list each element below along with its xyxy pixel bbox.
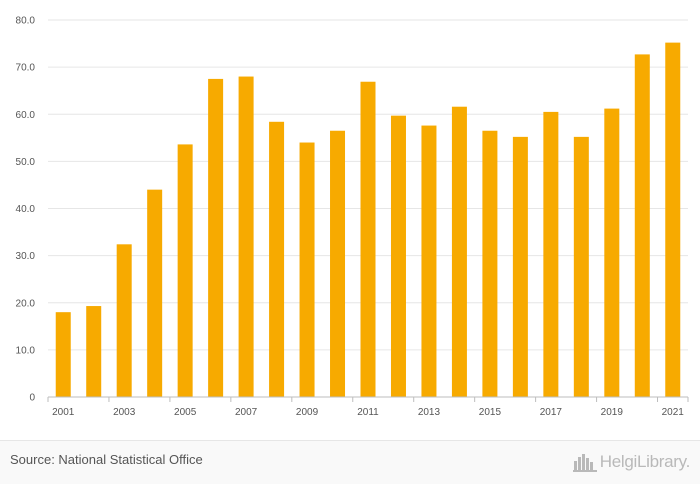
chart-area: 0 10.0 20.0 30.0 40.0 50.0 60.0 70.0 80.0 2001 200… [16, 16, 689, 418]
city-skyline-icon [572, 454, 597, 472]
bar-2021[interactable] [665, 42, 681, 398]
bar-2016[interactable] [512, 136, 528, 397]
x-tick-label: 2009 [296, 407, 319, 418]
y-tick-label: 30.0 [16, 251, 36, 262]
x-tick-label: 2007 [235, 407, 258, 418]
bar-2002[interactable] [86, 306, 102, 397]
axes: 0 10.0 20.0 30.0 40.0 50.0 60.0 70.0 80.0 2001 200… [16, 16, 689, 418]
bar-2011[interactable] [360, 81, 376, 397]
x-tick-label: 2017 [540, 407, 563, 418]
bar-2019[interactable] [604, 108, 620, 397]
bar-2001[interactable] [55, 312, 71, 397]
bar-2007[interactable] [238, 76, 254, 398]
bars [55, 42, 681, 398]
y-tick-label: 60.0 [16, 110, 36, 121]
bar-2017[interactable] [543, 111, 559, 398]
bar-2009[interactable] [299, 142, 315, 397]
bar-2005[interactable] [177, 144, 193, 397]
bar-2020[interactable] [634, 54, 650, 398]
bar-2018[interactable] [573, 136, 589, 397]
bar-2013[interactable] [421, 125, 437, 397]
x-tick-label: 2011 [357, 407, 379, 418]
x-tick-label: 2001 [52, 407, 75, 418]
x-tick-label: 2005 [174, 407, 197, 418]
bar-2008[interactable] [269, 121, 285, 397]
y-tick-label: 10.0 [16, 345, 36, 356]
x-tick-label: 2019 [601, 407, 624, 418]
bar-chart: 0 10.0 20.0 30.0 40.0 50.0 60.0 70.0 80.0 2001 200… [16, 16, 689, 418]
x-tick-label: 2003 [113, 407, 136, 418]
bar-2010[interactable] [330, 130, 346, 397]
footer: Source: National Statistical Office Helg… [0, 440, 700, 484]
bar-2003[interactable] [116, 244, 132, 397]
y-tick-label: 80.0 [16, 16, 36, 27]
y-tick-label: 70.0 [16, 63, 36, 74]
x-tick-label: 2021 [662, 407, 685, 418]
y-tick-label: 50.0 [16, 157, 36, 168]
x-tick-label: 2013 [418, 407, 441, 418]
bar-2006[interactable] [208, 78, 224, 397]
y-tick-label: 0 [29, 393, 35, 404]
y-tick-label: 40.0 [16, 204, 36, 215]
bar-2012[interactable] [390, 115, 406, 397]
logo-text: HelgiLibrary. [599, 452, 691, 471]
bar-2015[interactable] [482, 130, 498, 397]
bar-2014[interactable] [451, 106, 467, 398]
bar-2004[interactable] [147, 189, 163, 397]
x-tick-label: 2015 [479, 407, 502, 418]
helgi-library-logo[interactable]: HelgiLibrary. [572, 450, 691, 474]
source-note: Source: National Statistical Office [10, 452, 203, 467]
y-tick-label: 20.0 [16, 298, 36, 309]
